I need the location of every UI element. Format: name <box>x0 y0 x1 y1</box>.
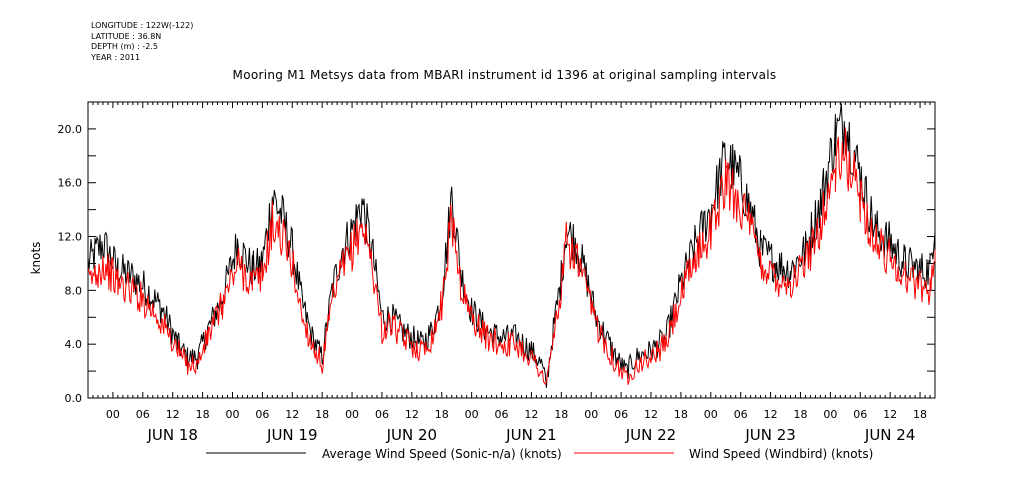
x-tick-label: 18 <box>554 408 568 421</box>
x-tick-label: 06 <box>255 408 269 421</box>
series-group <box>87 103 936 388</box>
year-text: YEAR : 2011 <box>91 52 141 62</box>
x-tick-label: 06 <box>853 408 867 421</box>
x-tick-label: 18 <box>674 408 688 421</box>
series-line-windbird <box>87 127 936 386</box>
y-tick-label: 8.0 <box>65 284 83 297</box>
day-label: JUN 22 <box>625 426 676 444</box>
x-tick-label: 12 <box>166 408 180 421</box>
legend: Average Wind Speed (Sonic-n/a) (knots) W… <box>206 447 873 461</box>
x-tick-label: 00 <box>584 408 598 421</box>
y-tick-label: 16.0 <box>58 177 83 190</box>
x-tick-label: 00 <box>465 408 479 421</box>
depth-text: DEPTH (m) : -2.5 <box>91 42 158 51</box>
longitude-text: LONGITUDE : 122W(-122) <box>91 21 194 30</box>
y-tick-label: 12.0 <box>58 231 83 244</box>
y-tick-label: 4.0 <box>65 338 83 351</box>
x-tick-label: 12 <box>524 408 538 421</box>
x-tick-label: 18 <box>913 408 927 421</box>
day-label: JUN 23 <box>744 426 795 444</box>
legend-label-windbird: Wind Speed (Windbird) (knots) <box>689 447 873 461</box>
x-tick-label: 12 <box>644 408 658 421</box>
x-tick-label: 18 <box>196 408 210 421</box>
x-axis: 00 06 12 18 00 06 12 18 00 06 12 18 00 06 12 18 00 06 12 18… <box>87 102 936 444</box>
x-tick-label: 06 <box>375 408 389 421</box>
x-tick-label: 18 <box>793 408 807 421</box>
y-tick-label: 0.0 <box>65 392 83 405</box>
day-label: JUN 18 <box>146 426 197 444</box>
x-tick-label: 06 <box>495 408 509 421</box>
y-axis-label: knots <box>29 242 43 275</box>
x-tick-label: 06 <box>136 408 150 421</box>
x-tick-label: 00 <box>106 408 120 421</box>
y-axis: 0.0 4.0 8.0 12.0 16.0 20.0 <box>58 101 935 405</box>
day-label: JUN 21 <box>505 426 556 444</box>
x-tick-label: 12 <box>285 408 299 421</box>
x-tick-label: 00 <box>704 408 718 421</box>
latitude-text: LATITUDE : 36.8N <box>91 31 162 41</box>
legend-label-sonic: Average Wind Speed (Sonic-n/a) (knots) <box>322 447 562 461</box>
day-label: JUN 24 <box>864 426 915 444</box>
x-tick-label: 00 <box>823 408 837 421</box>
x-tick-label: 12 <box>883 408 897 421</box>
x-tick-label: 06 <box>734 408 748 421</box>
day-label: JUN 19 <box>266 426 317 444</box>
day-label: JUN 20 <box>386 426 437 444</box>
x-tick-label: 18 <box>315 408 329 421</box>
x-tick-label: 12 <box>405 408 419 421</box>
x-tick-label: 00 <box>345 408 359 421</box>
x-tick-label: 12 <box>764 408 778 421</box>
x-tick-label: 06 <box>614 408 628 421</box>
series-line-sonic <box>87 103 936 388</box>
chart-title: Mooring M1 Metsys data from MBARI instru… <box>232 68 777 82</box>
y-tick-label: 20.0 <box>58 123 83 136</box>
x-tick-label: 18 <box>435 408 449 421</box>
metadata-block: LONGITUDE : 122W(-122) LATITUDE : 36.8N … <box>91 21 193 63</box>
x-tick-label: 00 <box>225 408 239 421</box>
